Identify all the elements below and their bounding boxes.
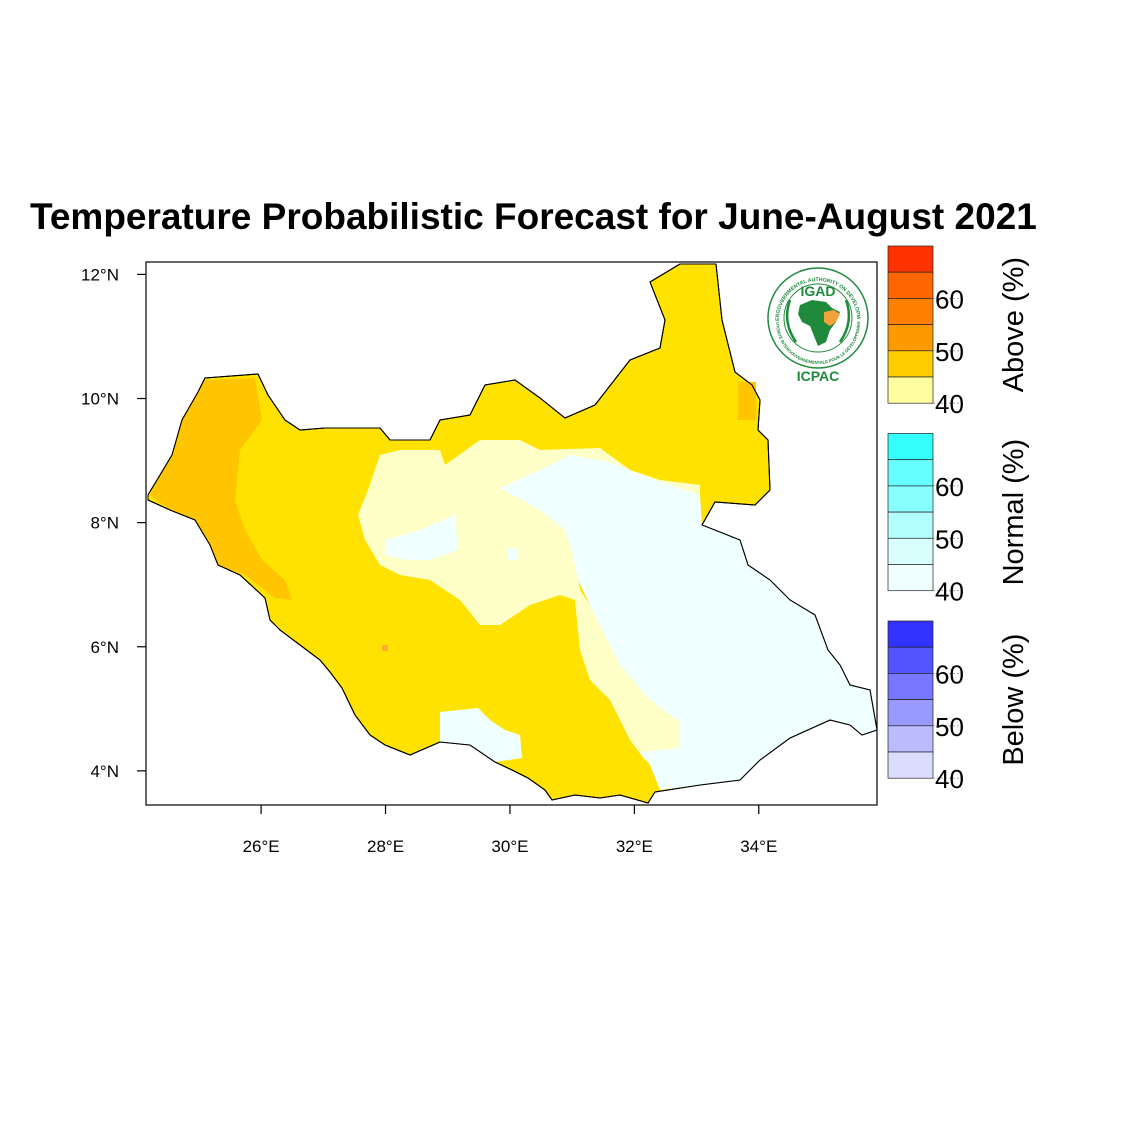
country-border [147,263,877,804]
east-above-45-patch [738,382,756,420]
legend-value-label: 50 [935,712,964,742]
legend-swatch [887,433,934,461]
legend-value-label: 60 [935,284,964,314]
latitude-axis: 12°N 10°N 8°N 6°N 4°N [81,265,146,781]
legend-swatch [887,376,934,404]
legend-swatch [887,271,934,299]
legend-swatch [887,564,934,592]
legend-swatch [887,673,934,700]
legend-value-label: 40 [935,577,964,607]
west-above-45-zone [150,378,292,600]
logo-igad-text: IGAD [801,283,836,299]
legend-swatch [887,511,934,539]
lon-tick-label: 28°E [367,837,404,856]
lat-tick-label: 12°N [81,265,119,284]
map-title: Temperature Probabilistic Forecast for J… [30,196,1037,237]
legend-swatch [887,245,934,273]
legend-swatch [887,459,934,487]
legend-colorbar: 60 50 40 Above (%) 60 50 40 Normal (%) 60 50 40 Bel… [887,245,1030,794]
lat-tick-label: 4°N [90,762,119,781]
legend-value-label: 40 [935,764,964,794]
country-fill [147,263,877,804]
legend-swatch [887,298,934,325]
laurel-left-icon [785,299,798,343]
legend-group-title: Below (%) [998,634,1030,766]
legend-swatch [887,725,934,753]
lon-tick-label: 30°E [491,837,528,856]
legend-swatch [887,646,934,674]
lat-tick-label: 6°N [90,638,119,657]
legend-value-label: 60 [935,472,964,502]
legend-swatch [887,751,934,779]
legend-group-title: Above (%) [998,257,1030,392]
legend-value-label: 50 [935,524,964,554]
normal-40-zone-east [500,455,877,790]
small-above-50-patch [382,645,388,651]
laurel-right-icon [838,299,851,343]
legend-swatch [887,350,934,378]
horn-of-africa-highlight-icon [824,310,840,326]
legend-swatch [887,620,934,648]
legend-value-label: 50 [935,337,964,367]
legend-group-title: Normal (%) [998,439,1030,586]
normal-40-zone-central [385,515,458,560]
legend-swatch [887,537,934,565]
legend-value-label: 40 [935,389,964,419]
lat-tick-label: 8°N [90,514,119,533]
lat-tick-label: 10°N [81,390,119,409]
lon-tick-label: 26°E [243,837,280,856]
legend-swatch [887,699,934,727]
legend-value-label: 60 [935,659,964,689]
legend-swatch [887,324,934,352]
normal-40-zone-south [440,708,522,762]
logo-icpac-text: ICPAC [797,368,840,384]
lon-tick-label: 34°E [740,837,777,856]
lon-tick-label: 32°E [616,837,653,856]
longitude-axis: 26°E 28°E 30°E 32°E 34°E [243,805,777,856]
normal-40-patch-mid [507,548,517,560]
legend-swatch [887,485,934,513]
